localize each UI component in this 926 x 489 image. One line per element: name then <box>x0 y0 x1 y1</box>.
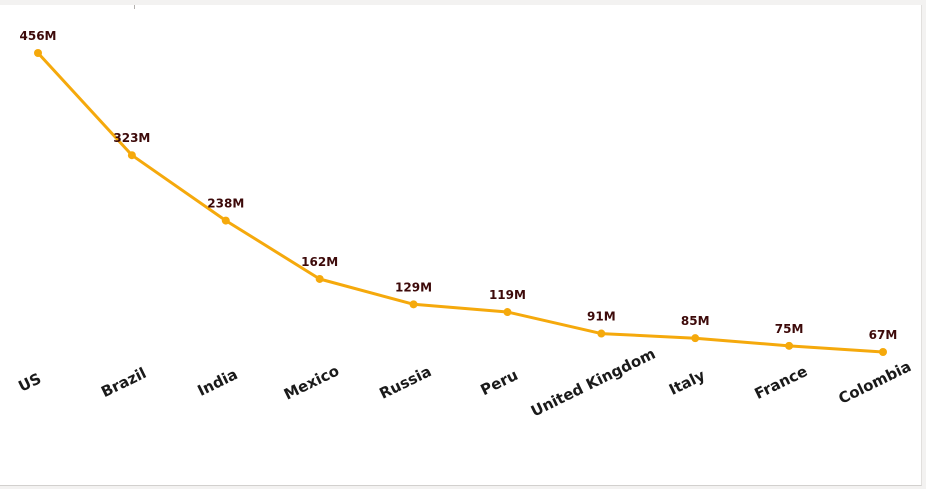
data-label-colombia: 67M <box>869 328 898 342</box>
data-label-mexico: 162M <box>301 255 338 269</box>
data-point-us[interactable] <box>34 49 42 57</box>
data-label-russia: 129M <box>395 280 432 294</box>
category-label-brazil: Brazil <box>98 364 149 401</box>
category-label-russia: Russia <box>377 362 435 402</box>
data-labels: 456M 323M 238M 162M 129M 119M 91M 85M 75M 67M <box>20 29 898 342</box>
data-point-france[interactable] <box>785 341 794 350</box>
data-label-united-kingdom: 91M <box>587 310 616 324</box>
data-point-india[interactable] <box>221 216 230 225</box>
data-point-peru[interactable] <box>503 308 512 317</box>
data-label-italy: 85M <box>681 314 710 328</box>
data-label-peru: 119M <box>489 288 526 302</box>
series-line <box>36 51 885 354</box>
category-label-italy: Italy <box>666 366 708 399</box>
category-label-colombia: Colombia <box>836 357 914 408</box>
chart-panel <box>0 5 922 486</box>
category-label-united-kingdom: United Kingdom <box>528 345 658 421</box>
data-label-france: 75M <box>775 322 804 336</box>
data-point-colombia[interactable] <box>879 348 887 356</box>
data-point-mexico[interactable] <box>315 274 324 283</box>
data-point-italy[interactable] <box>691 334 700 343</box>
series-line-group <box>36 51 885 354</box>
panel-edge-tick <box>134 5 135 9</box>
category-labels: US Brazil India Mexico Russia Peru United King… <box>16 345 914 421</box>
data-label-us: 456M <box>20 29 57 43</box>
data-points <box>34 49 887 356</box>
category-label-mexico: Mexico <box>281 361 342 403</box>
data-point-united-kingdom[interactable] <box>597 329 606 338</box>
category-label-france: France <box>752 362 811 403</box>
data-point-russia[interactable] <box>409 300 418 309</box>
category-label-us: US <box>16 369 45 395</box>
data-label-brazil: 323M <box>113 131 150 145</box>
data-label-india: 238M <box>207 197 244 211</box>
category-label-peru: Peru <box>478 366 521 399</box>
category-label-india: India <box>195 365 241 400</box>
data-point-brazil[interactable] <box>127 151 136 160</box>
